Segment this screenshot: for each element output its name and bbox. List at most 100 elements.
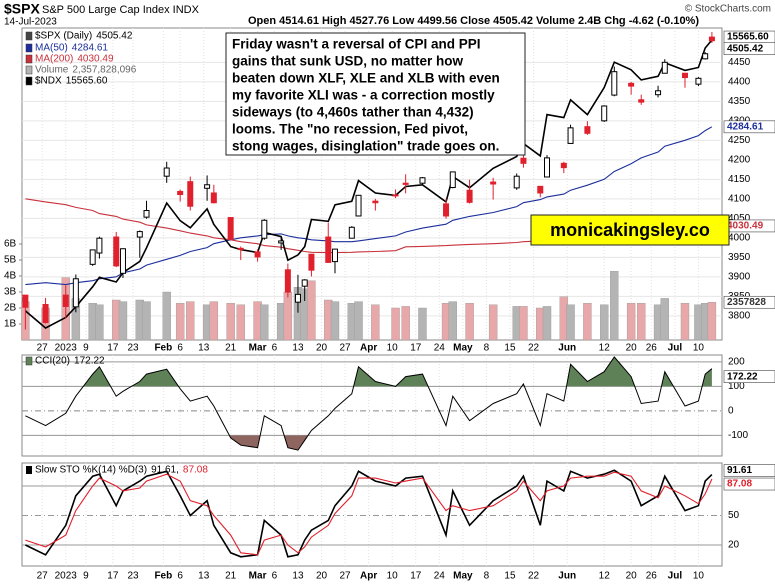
volume-bar [175, 303, 185, 341]
candle-body [490, 181, 497, 185]
candle-body [294, 293, 301, 303]
candle-body [177, 190, 184, 196]
candle-body [584, 126, 591, 134]
candle-body [520, 157, 527, 164]
candle-body [348, 226, 355, 239]
y-tick-label: 4150 [728, 174, 751, 185]
candle-body [611, 71, 618, 96]
legend-label: MA(50) [35, 43, 68, 54]
candle-body [254, 251, 261, 258]
date: 14-Jul-2023 [4, 17, 57, 28]
y-tick-label: 50 [728, 510, 740, 521]
candle-body [325, 236, 332, 263]
volume-bar [236, 304, 245, 341]
x-tick-label: 24 [434, 571, 446, 582]
candle-body [136, 231, 143, 238]
x-tick-label: 6 [272, 571, 278, 582]
volume-bar [371, 304, 380, 341]
x-tick-label: 23 [127, 343, 139, 354]
x-tick-label: 21 [225, 343, 237, 354]
volume-bar [542, 306, 552, 341]
candle-body [22, 294, 29, 308]
instrument-name: S&P 500 Large Cap Index INDX [42, 4, 200, 16]
x-tick-label: 10 [693, 343, 705, 354]
volume-tick-label: 6B [4, 239, 17, 250]
symbol: $SPX [4, 1, 40, 17]
x-tick-label: 22 [528, 571, 540, 582]
legend-value: 87.08 [183, 465, 208, 476]
panel [21, 462, 723, 567]
legend-icon [25, 76, 33, 86]
x-tick-label: Feb [154, 571, 172, 582]
legend-label: $SPX (Daily) [35, 31, 92, 42]
volume-tick-label: 4B [4, 271, 17, 282]
candle-body [143, 210, 150, 218]
x-tick-label: 27 [37, 571, 49, 582]
annotation-line: stong wages, disinglation" trade goes on… [232, 139, 499, 154]
candle-body [89, 249, 96, 265]
candle-body [419, 177, 426, 184]
candle-body [210, 192, 217, 204]
y-tick-label: 4450 [728, 57, 751, 68]
value-box [723, 464, 775, 477]
candle-body [443, 203, 450, 217]
legend-icon [25, 356, 33, 366]
value-box-label: 2357828 [727, 297, 766, 308]
x-tick-label: 15 [504, 571, 516, 582]
x-tick-label: 9 [83, 343, 89, 354]
series-line [25, 126, 713, 286]
candle-body [567, 127, 574, 144]
volume-bar [600, 304, 609, 341]
sto-line [25, 471, 713, 556]
x-tick-label: 10 [387, 571, 399, 582]
x-tick-label: Mar [249, 343, 267, 354]
legend-label: Volume [35, 65, 69, 76]
volume-bar [330, 301, 340, 341]
candle-body [372, 200, 379, 204]
y-tick-label: 4200 [728, 154, 751, 165]
volume-tick-label: 1B [4, 319, 17, 330]
volume-bar [209, 301, 219, 341]
candle-body [301, 279, 308, 287]
legend-value: 4030.49 [77, 54, 114, 65]
legend-value: 2,357,828,096 [72, 65, 136, 76]
candle-body [628, 82, 635, 87]
x-tick-label: 10 [693, 571, 705, 582]
volume-tick-label: 5B [4, 255, 17, 266]
legend-label: Slow STO %K(14) %D(3) [35, 465, 147, 476]
value-box-label: 87.08 [727, 479, 752, 490]
y-tick-label: 0 [728, 406, 734, 417]
y-tick-label: 4050 [728, 213, 751, 224]
watermark-box [530, 214, 730, 246]
y-tick-label: 4250 [728, 135, 751, 146]
candle-body [702, 53, 709, 60]
volume-bar [354, 301, 363, 341]
legend-value: 91.61 [151, 465, 176, 476]
candle-body [544, 157, 550, 178]
x-tick-label: Jun [558, 343, 576, 354]
candle-body [513, 175, 520, 189]
x-tick-label: Jul [668, 343, 683, 354]
y-tick-label: 4100 [728, 193, 751, 204]
legend-value: 4284.61 [72, 43, 109, 54]
y-tick-label: 3950 [728, 252, 751, 263]
x-tick-label: 6 [177, 343, 183, 354]
volume-bar [401, 306, 410, 341]
sto-line [25, 469, 713, 558]
x-tick-label: 17 [107, 571, 119, 582]
volume-bar [307, 280, 316, 341]
annotation-line: sideways (to 4,460s tather than 4,432) [232, 105, 474, 120]
annotation-box [225, 32, 526, 156]
candle-body [62, 294, 69, 307]
quote: Open 4514.61 High 4527.76 Low 4499.56 Cl… [248, 15, 699, 27]
value-box [723, 295, 775, 309]
legend-icon [25, 54, 33, 64]
volume-bar [95, 304, 104, 341]
candle-body [681, 72, 688, 79]
x-tick-label: 23 [127, 571, 139, 582]
x-tick-label: 27 [340, 571, 352, 582]
volume-bar [162, 291, 171, 341]
value-box-label: 4284.61 [727, 121, 764, 132]
volume-bar [519, 306, 528, 341]
